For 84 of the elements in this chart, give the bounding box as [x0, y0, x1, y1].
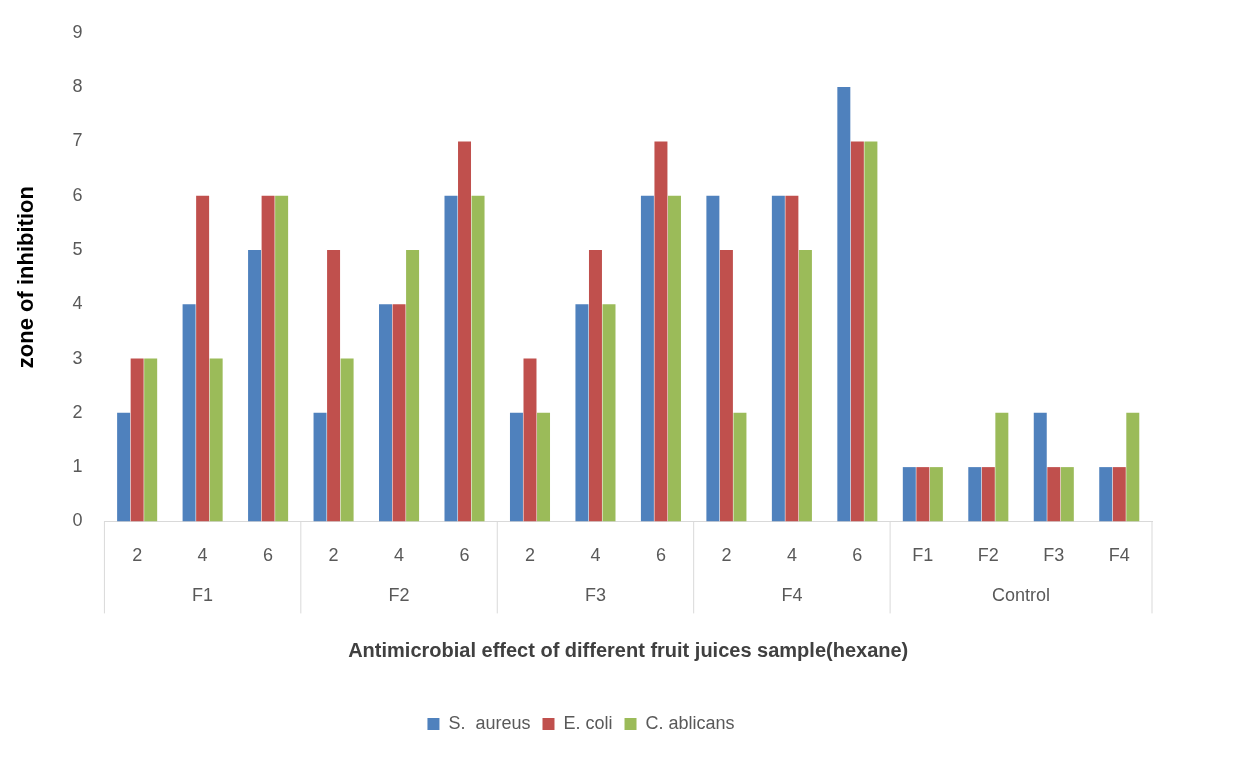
- bar: [1112, 467, 1126, 522]
- bar: [968, 467, 982, 522]
- text: F1: [192, 585, 214, 606]
- bar: [1060, 467, 1074, 522]
- bar: [523, 358, 537, 522]
- legend-label: C. ablicans: [645, 712, 735, 733]
- bar: [313, 412, 327, 522]
- bar: [995, 412, 1009, 522]
- bar: [640, 195, 654, 522]
- bar: [537, 412, 551, 522]
- bar: [785, 195, 799, 522]
- x-tick-label: 2: [721, 545, 732, 566]
- legend-label: E. coli: [563, 712, 613, 733]
- bar: [575, 304, 589, 522]
- x-axis-title: Antimicrobial effect of different fruit juices sample(hexane): [348, 638, 909, 661]
- x-tick-label: 2: [132, 545, 143, 566]
- x-tick-label: 2: [328, 545, 339, 566]
- y-tick-label: 8: [72, 76, 83, 97]
- x-tick-label: 4: [197, 545, 208, 566]
- x-tick-label: F4: [1108, 545, 1130, 566]
- bar: [182, 304, 196, 522]
- bar: [850, 141, 864, 522]
- x-tick-label: F1: [912, 545, 934, 566]
- x-tick-label: 4: [590, 545, 601, 566]
- x-tick-label: 6: [655, 545, 666, 566]
- bar: [798, 249, 812, 522]
- bar: [248, 249, 262, 522]
- bar: [458, 141, 472, 522]
- bar: [340, 358, 354, 522]
- bar: [130, 358, 144, 522]
- bar: [654, 141, 668, 522]
- x-tick-label: 4: [786, 545, 797, 566]
- bar: [444, 195, 458, 522]
- x-tick-label: 6: [459, 545, 470, 566]
- bar: [916, 467, 930, 522]
- bar: [588, 249, 602, 522]
- bar: [406, 249, 420, 522]
- bar: [1033, 412, 1047, 522]
- bar: [1047, 467, 1061, 522]
- y-tick-label: 5: [72, 238, 83, 259]
- y-tick-label: 9: [72, 21, 83, 42]
- y-tick-label: 4: [72, 293, 83, 314]
- bar: [719, 249, 733, 522]
- bar: [981, 467, 995, 522]
- bar: [1099, 467, 1113, 522]
- bar: [196, 195, 210, 522]
- x-tick-label: 6: [852, 545, 863, 566]
- bar: [392, 304, 406, 522]
- bar: [902, 467, 916, 522]
- bar: [379, 304, 393, 522]
- bar: [509, 412, 523, 522]
- bar: [275, 195, 289, 522]
- text: F2: [388, 585, 410, 606]
- bar: [261, 195, 275, 522]
- bar: [471, 195, 485, 522]
- text: F3: [584, 585, 606, 606]
- bar: [117, 412, 131, 522]
- bar: [706, 195, 720, 522]
- y-axis-title: zone of inhibition: [13, 186, 39, 369]
- y-tick-label: 1: [72, 456, 83, 477]
- bar: [733, 412, 747, 522]
- x-tick-label: F2: [977, 545, 999, 566]
- text: Control: [992, 585, 1051, 606]
- bar: [837, 87, 851, 522]
- text: F4: [781, 585, 803, 606]
- bar: [864, 141, 878, 522]
- x-tick-label: 2: [524, 545, 535, 566]
- bar: [602, 304, 616, 522]
- bar: [327, 249, 341, 522]
- y-tick-label: 0: [72, 510, 83, 531]
- bar: [209, 358, 223, 522]
- y-tick-label: 6: [72, 184, 83, 205]
- legend-label: S. aureus: [448, 712, 531, 733]
- y-tick-label: 2: [72, 401, 83, 422]
- bar: [144, 358, 158, 522]
- bar: [929, 467, 943, 522]
- y-tick-label: 7: [72, 130, 83, 151]
- bar: [771, 195, 785, 522]
- x-tick-label: 4: [394, 545, 405, 566]
- x-tick-label: 6: [263, 545, 274, 566]
- bar: [1126, 412, 1140, 522]
- bar: [667, 195, 681, 522]
- y-tick-label: 3: [72, 347, 83, 368]
- x-tick-label: F3: [1043, 545, 1065, 566]
